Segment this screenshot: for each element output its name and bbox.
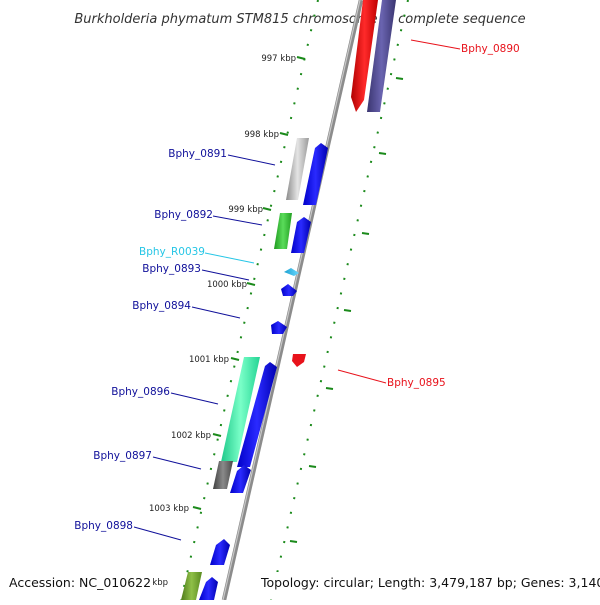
scale-label: 1003 kbp <box>149 504 189 514</box>
scale-tick <box>230 357 240 361</box>
scale-label: 1002 kbp <box>171 431 211 441</box>
gene-label[interactable]: Bphy_0896 <box>111 386 170 398</box>
scale-label: 997 kbp <box>261 54 296 64</box>
scale-tick <box>192 506 202 510</box>
scale-tick <box>289 540 298 543</box>
gene-arrow-0894[interactable] <box>271 321 287 334</box>
gene-block-0896[interactable] <box>221 357 260 462</box>
gene-arrow-0895[interactable] <box>292 354 306 367</box>
scale-tick <box>262 207 272 211</box>
gene-label[interactable]: Bphy_0895 <box>387 377 446 389</box>
scale-label: 998 kbp <box>244 130 279 140</box>
gene-label[interactable]: Bphy_0891 <box>168 148 227 160</box>
scale-label: 999 kbp <box>228 205 263 215</box>
gene-arrow-0897[interactable] <box>230 465 251 493</box>
footer-right-backdrop <box>256 572 596 592</box>
scale-tick <box>395 77 404 80</box>
scale-tick <box>325 387 334 390</box>
gene-label[interactable]: Bphy_0898 <box>74 520 133 532</box>
scale-tick <box>296 56 306 60</box>
gene-arrow-minus[interactable] <box>367 0 396 112</box>
gene-block-bottom[interactable] <box>181 572 202 600</box>
scale-tick <box>361 232 370 235</box>
gene-label[interactable]: Bphy_0897 <box>93 450 152 462</box>
scale-tick <box>246 282 256 286</box>
gene-arrow-R0039[interactable] <box>284 268 299 276</box>
map-title: Burkholderia phymatum STM815 chromosome … <box>74 12 525 27</box>
chromosome-backbone-highlight <box>222 0 361 601</box>
gene-arrow-0898[interactable] <box>210 539 230 565</box>
accession-label: Accession: NC_010622 <box>9 575 151 590</box>
scale-label: 1000 kbp <box>207 280 247 290</box>
scale-track-group <box>180 0 409 601</box>
gene-block-0892[interactable] <box>274 213 292 249</box>
gene-arrow-0896[interactable] <box>237 362 277 467</box>
gene-arrow-0893[interactable] <box>281 284 297 296</box>
topology-label: Topology: circular; Length: 3,479,187 bp… <box>260 575 600 590</box>
gene-label[interactable]: Bphy_0892 <box>154 209 213 221</box>
scale-track-left <box>180 0 319 601</box>
gene-block-0897[interactable] <box>213 461 233 489</box>
gene-arrow-bottom[interactable] <box>199 577 218 600</box>
gene-leader-lines <box>133 39 461 541</box>
gene-arrow-0891[interactable] <box>303 143 328 205</box>
gene-label[interactable]: Bphy_0890 <box>461 43 520 55</box>
scale-tick <box>279 132 289 136</box>
gene-arrow-0892[interactable] <box>291 217 311 253</box>
gene-label[interactable]: Bphy_0894 <box>132 300 191 312</box>
chromosome-backbone <box>221 0 364 601</box>
gene-label[interactable]: Bphy_0893 <box>142 263 201 275</box>
scale-tick <box>308 465 317 468</box>
scale-tick <box>212 433 222 437</box>
scale-tick <box>378 152 387 155</box>
gene-block-0891[interactable] <box>286 138 309 200</box>
scale-label-partial: kbp <box>152 578 168 588</box>
gene-arrow-plus[interactable] <box>351 0 378 112</box>
scale-label: 1001 kbp <box>189 355 229 365</box>
gene-label[interactable]: Bphy_R0039 <box>139 246 205 258</box>
footer-left-backdrop <box>4 572 144 592</box>
scale-tick <box>343 309 352 312</box>
